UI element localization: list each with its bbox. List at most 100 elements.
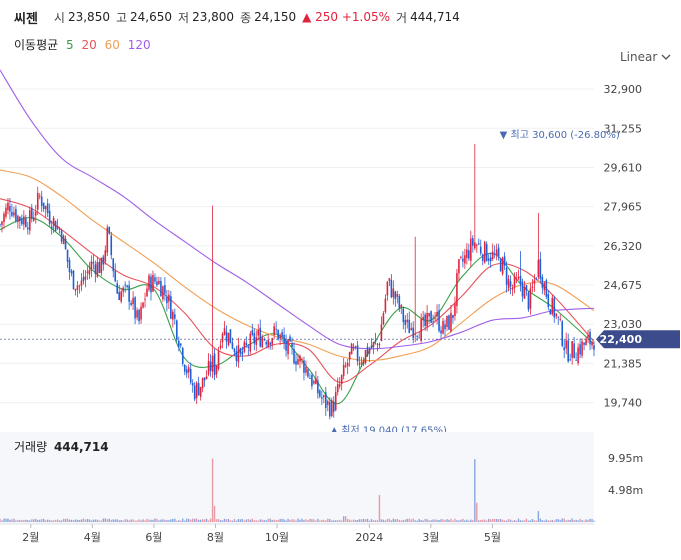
- volume-tick-label: 4.98m: [608, 484, 643, 497]
- candle-body: [223, 328, 226, 335]
- candle-body: [122, 287, 124, 292]
- candle-body: [183, 364, 186, 372]
- volume-bar: [43, 518, 45, 522]
- volume-bar: [573, 520, 575, 522]
- candle-body: [418, 337, 420, 339]
- candle-body: [571, 341, 573, 358]
- volume-bar: [350, 520, 353, 522]
- candle-body: [511, 288, 514, 290]
- candle-body: [585, 338, 587, 346]
- candle-body: [58, 229, 61, 230]
- candle-body: [392, 288, 395, 298]
- candle-body: [529, 288, 532, 309]
- candle-body: [477, 243, 480, 245]
- candle-body: [450, 312, 452, 332]
- candle-body: [370, 345, 373, 349]
- volume-bar: [551, 519, 553, 522]
- volume-bar: [203, 519, 206, 522]
- candle-body: [191, 383, 194, 386]
- time-tick-label: 8월: [207, 531, 224, 544]
- volume-bar: [219, 520, 222, 522]
- candle-body: [128, 285, 130, 302]
- volume-bar: [571, 518, 573, 522]
- candle-body: [243, 341, 246, 352]
- candle-body: [475, 244, 478, 246]
- candle-body: [481, 254, 484, 261]
- volume-bar: [178, 520, 180, 522]
- candle-body: [523, 286, 526, 299]
- candle-body: [376, 343, 379, 345]
- candle-body: [591, 341, 593, 346]
- candle-body: [275, 328, 277, 330]
- candle-body: [422, 317, 424, 320]
- volume-bar: [295, 520, 297, 522]
- ma-legend-120: 120: [127, 38, 151, 52]
- candle-body: [436, 311, 438, 317]
- candle-body: [474, 242, 476, 249]
- volume-bar: [531, 519, 534, 522]
- price-tick-label: 23,030: [604, 318, 643, 331]
- volume-bar: [368, 520, 371, 522]
- volume-bar: [335, 520, 337, 522]
- volume-bar: [239, 519, 242, 522]
- volume-bar: [535, 520, 538, 522]
- candle-body: [11, 211, 13, 216]
- candle-body: [519, 275, 522, 284]
- scale-dropdown[interactable]: Linear: [620, 50, 671, 64]
- candle-body: [442, 321, 444, 334]
- volume-bar: [128, 520, 130, 522]
- chevron-down-icon: [661, 54, 671, 60]
- candle-body: [142, 302, 144, 308]
- volume-bar: [207, 520, 210, 522]
- volume-bar: [197, 519, 200, 522]
- volume-bar: [201, 519, 204, 522]
- volume-bar: [374, 520, 377, 522]
- candle-body: [521, 281, 524, 297]
- volume-bar: [372, 520, 375, 522]
- volume-bar: [132, 519, 134, 522]
- candle-body: [313, 381, 315, 384]
- volume-bar: [378, 495, 381, 522]
- candle-body: [185, 369, 188, 374]
- close-value: 24,150: [254, 10, 297, 24]
- current-price-label: 22,400: [600, 333, 643, 346]
- volume-bar: [112, 519, 114, 522]
- candle-body: [531, 286, 534, 288]
- candle-body: [326, 400, 329, 405]
- candle-body: [358, 362, 361, 365]
- volume-bar: [356, 520, 359, 522]
- price-tick-label: 26,320: [604, 240, 643, 253]
- candle-body: [177, 340, 180, 347]
- volume-bar: [567, 519, 569, 522]
- candle-body: [46, 203, 49, 214]
- candle-body: [537, 259, 540, 278]
- candle-body: [281, 332, 283, 337]
- low-label: 저: [178, 10, 190, 25]
- candle-body: [225, 331, 228, 342]
- moving-average-legend[interactable]: 이동평균 5 20 60 120: [14, 36, 155, 53]
- candle-body: [98, 261, 101, 274]
- volume-bar: [460, 519, 462, 522]
- volume-bar: [529, 520, 532, 522]
- volume-bar: [120, 519, 122, 522]
- volume-bar: [470, 519, 472, 522]
- volume-panel-title: 거래량 444,714: [14, 438, 109, 455]
- candle-body: [285, 340, 287, 351]
- change-value: ▲ 250 +1.05%: [302, 10, 391, 24]
- candle-body: [114, 270, 117, 282]
- candle-body: [199, 386, 202, 397]
- volume-bar: [199, 519, 202, 522]
- volume-bar: [287, 518, 289, 522]
- volume-bar: [404, 519, 406, 522]
- candle-body: [130, 302, 132, 305]
- candle-body: [323, 395, 325, 398]
- candle-body: [74, 288, 77, 291]
- candle-body: [414, 333, 417, 335]
- volume-bar: [233, 518, 236, 522]
- volume-bar: [100, 520, 103, 522]
- ma-legend-5: 5: [66, 38, 74, 52]
- candle-body: [321, 397, 323, 399]
- volume-bar: [422, 520, 424, 522]
- volume-bar: [86, 518, 89, 522]
